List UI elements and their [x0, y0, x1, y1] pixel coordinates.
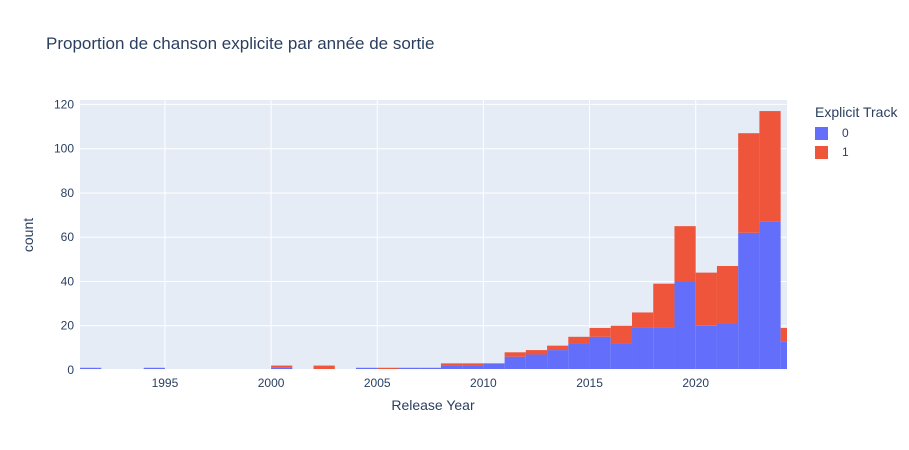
bar-series-1[interactable] — [568, 336, 590, 344]
bar-series-1[interactable] — [716, 265, 739, 324]
bar-series-0[interactable] — [610, 343, 633, 370]
y-tick-label: 40 — [61, 274, 75, 288]
y-tick-labels: 0 20 40 60 80 100 120 — [54, 97, 74, 377]
bar-series-0[interactable] — [695, 325, 717, 370]
bar-series-1[interactable] — [462, 363, 484, 366]
bar-series-0[interactable] — [716, 323, 739, 370]
bar-series-0[interactable] — [440, 365, 463, 370]
chart-title: Proportion de chanson explicite par anné… — [46, 34, 435, 53]
bar-series-0[interactable] — [759, 221, 781, 370]
y-axis-label: count — [20, 218, 36, 252]
bar-series-0[interactable] — [780, 341, 787, 370]
bar-series-1[interactable] — [695, 272, 717, 326]
bar-series-0[interactable] — [504, 356, 526, 370]
bar-series-0[interactable] — [356, 367, 378, 370]
legend-swatch-1 — [815, 145, 828, 159]
bar-series-0[interactable] — [568, 343, 590, 370]
bar-series-0[interactable] — [547, 350, 569, 370]
bar-series-1[interactable] — [504, 352, 526, 357]
x-tick-label: 2010 — [470, 376, 497, 390]
bar-series-1[interactable] — [759, 111, 781, 222]
bar-series-1[interactable] — [547, 345, 569, 351]
legend-swatch-0 — [815, 126, 828, 140]
bar-series-0[interactable] — [143, 367, 165, 370]
legend-label-1: 1 — [842, 145, 849, 159]
y-tick-label: 120 — [54, 97, 74, 111]
bar-series-1[interactable] — [674, 226, 696, 282]
bar-series-1[interactable] — [377, 367, 399, 370]
bar-series-0[interactable] — [398, 367, 420, 370]
bar-series-0[interactable] — [525, 354, 548, 370]
x-tick-label: 2005 — [364, 376, 391, 390]
bar-series-0[interactable] — [419, 367, 441, 370]
x-tick-label: 2000 — [258, 376, 285, 390]
legend-title: Explicit Track — [815, 104, 898, 120]
x-axis-label: Release Year — [391, 397, 475, 413]
bar-series-1[interactable] — [440, 363, 463, 366]
bar-series-0[interactable] — [271, 367, 293, 370]
bar-series-1[interactable] — [313, 365, 335, 370]
bar-series-0[interactable] — [80, 367, 102, 370]
y-tick-label: 60 — [61, 230, 75, 244]
y-tick-label: 100 — [54, 142, 74, 156]
x-tick-label: 1995 — [152, 376, 179, 390]
bar-series-1[interactable] — [738, 133, 760, 233]
bar-series-0[interactable] — [674, 281, 696, 370]
x-tick-labels: 1995 2000 2005 2010 2015 2020 — [152, 376, 710, 390]
bar-series-0[interactable] — [738, 232, 760, 370]
bar-series-0[interactable] — [483, 363, 505, 370]
bar-series-0[interactable] — [462, 365, 484, 370]
x-tick-label: 2020 — [682, 376, 709, 390]
y-tick-label: 20 — [61, 319, 75, 333]
bar-series-1[interactable] — [525, 350, 548, 355]
bars — [80, 111, 787, 371]
y-tick-label: 80 — [61, 186, 75, 200]
legend-item-1[interactable]: 1 — [815, 143, 849, 161]
bar-series-1[interactable] — [589, 327, 611, 337]
bar-series-0[interactable] — [589, 336, 611, 370]
bar-series-1[interactable] — [271, 365, 293, 368]
bar-series-1[interactable] — [653, 283, 675, 328]
bar-series-0[interactable] — [653, 327, 675, 370]
legend-item-0[interactable]: 0 — [815, 124, 849, 142]
x-tick-label: 2015 — [576, 376, 603, 390]
bar-series-1[interactable] — [610, 325, 633, 344]
y-tick-label: 0 — [67, 363, 74, 377]
bar-series-0[interactable] — [632, 327, 654, 370]
bar-series-1[interactable] — [632, 312, 654, 328]
bar-series-1[interactable] — [780, 327, 787, 342]
legend-label-0: 0 — [842, 126, 849, 140]
